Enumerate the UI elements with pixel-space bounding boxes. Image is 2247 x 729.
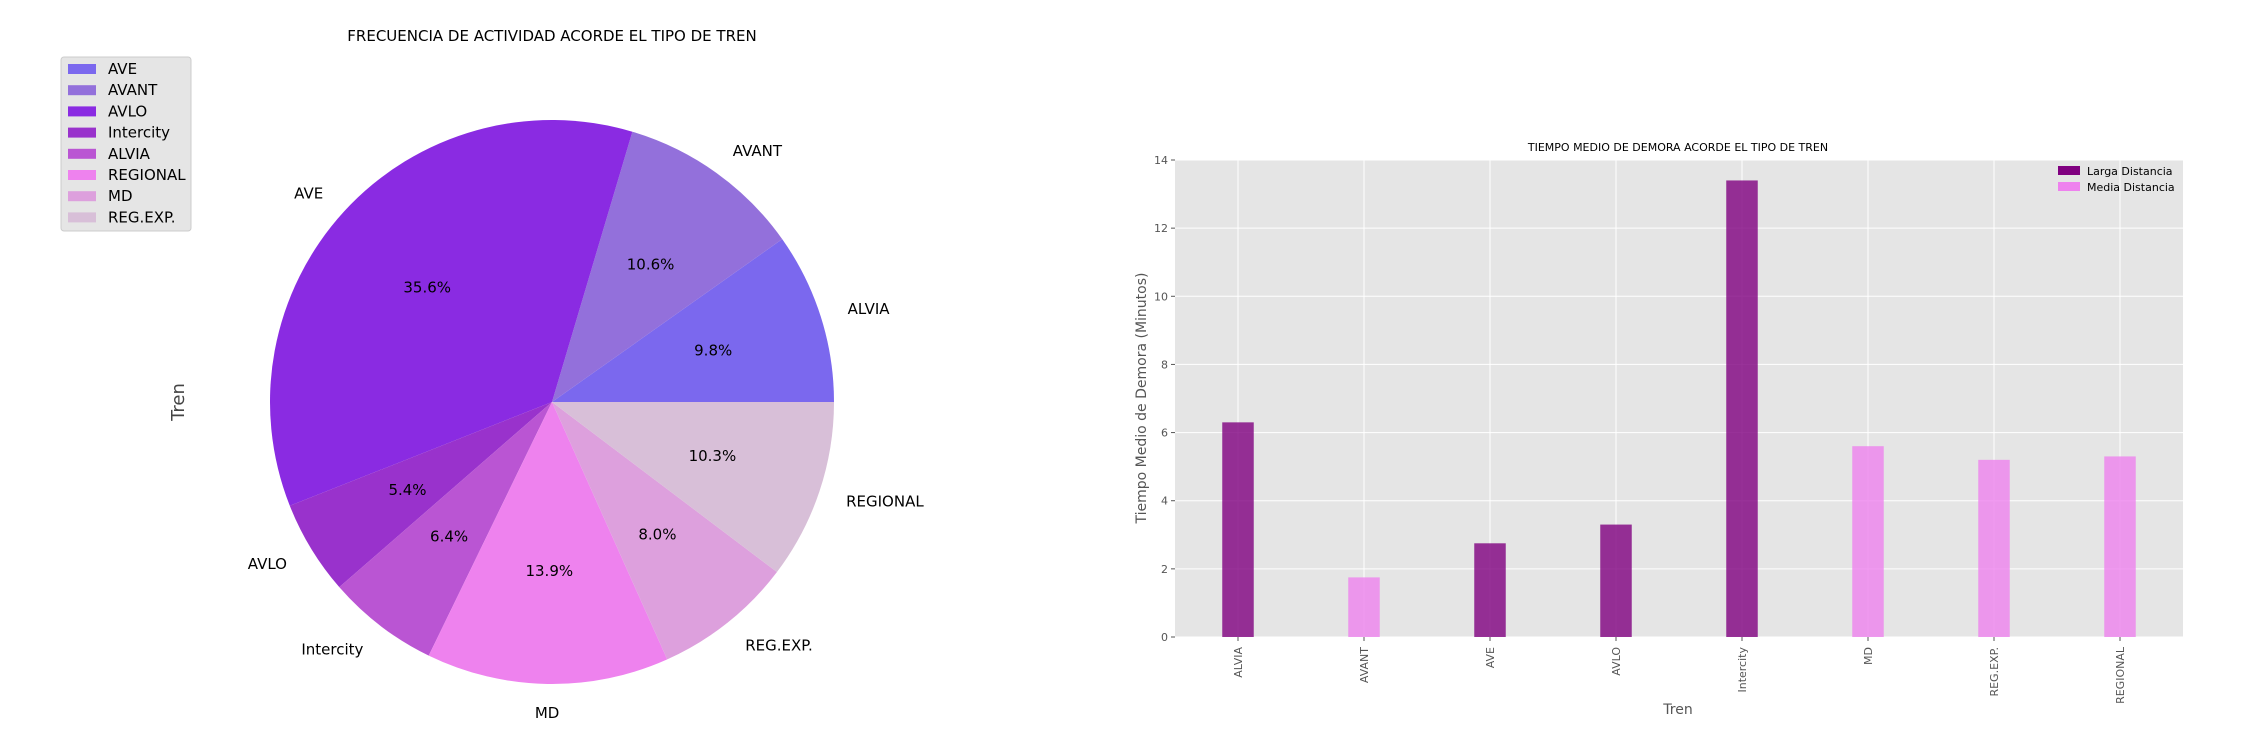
y-tick-label: 12 — [1154, 222, 1168, 235]
pie-ylabel: Tren — [168, 383, 189, 422]
y-tick-label: 14 — [1154, 154, 1168, 167]
bar-title: TIEMPO MEDIO DE DEMORA ACORDE EL TIPO DE… — [1527, 141, 1828, 154]
legend-swatch — [68, 106, 96, 117]
bar-yticks: 0 2 4 6 8 10 12 14 — [1154, 154, 1175, 644]
pie-pct-label: 9.8% — [694, 342, 732, 360]
pie-slice-ave — [269, 120, 633, 506]
pie-labels: ALVIA 9.8% AVANT 10.6% AVE 35.6% AVLO 5.4% Inter… — [248, 142, 925, 722]
bar-avlo — [1600, 524, 1632, 637]
legend-swatch — [2058, 182, 2080, 191]
y-tick-label: 4 — [1161, 495, 1168, 508]
legend-label: Intercity — [108, 124, 170, 142]
legend-label: AVE — [108, 60, 137, 78]
bar-regional — [2104, 456, 2136, 637]
bar-xticks: ALVIA AVANT AVE AVLO Intercity MD REG.EXP. REGI… — [1232, 637, 2127, 704]
bar-legend: Larga Distancia Media Distancia — [2058, 165, 2175, 194]
pie-slice-md — [428, 402, 668, 685]
bar-avant — [1348, 577, 1380, 637]
pie-slices — [269, 120, 834, 685]
pie-chart: FRECUENCIA DE ACTIVIDAD ACORDE EL TIPO D… — [60, 27, 925, 722]
legend-frame — [60, 56, 192, 232]
legend-swatch — [68, 191, 96, 202]
legend-swatch — [68, 64, 96, 74]
pie-title: FRECUENCIA DE ACTIVIDAD ACORDE EL TIPO D… — [347, 27, 756, 45]
pie-label: AVLO — [248, 555, 287, 573]
x-tick-label: Intercity — [1736, 647, 1749, 693]
pie-label: MD — [535, 704, 560, 722]
pie-pct-label: 35.6% — [403, 279, 451, 297]
legend-label: ALVIA — [108, 145, 151, 163]
pie-pct-label: 8.0% — [638, 525, 676, 543]
y-tick-label: 10 — [1154, 290, 1168, 303]
pie-slice-regional — [552, 402, 834, 573]
pie-pct-label: 10.3% — [689, 447, 737, 465]
pie-pct-label: 5.4% — [388, 481, 426, 499]
x-tick-label: REG.EXP. — [1988, 647, 2001, 697]
pie-label: REGIONAL — [846, 493, 924, 511]
pie-slice-intercity — [339, 402, 552, 656]
x-tick-label: AVANT — [1358, 647, 1371, 683]
bar-ylabel: Tiempo Medio de Demora (Minutos) — [1134, 273, 1150, 525]
pie-pct-label: 6.4% — [430, 527, 468, 545]
pie-label: AVE — [294, 185, 323, 203]
pie-slice-avlo — [289, 402, 552, 588]
legend-label: AVLO — [108, 102, 147, 120]
plot-area — [1175, 160, 2183, 637]
pie-legend: AVE AVANT AVLO Intercity ALVIA REGIONAL MD REG.… — [60, 56, 192, 232]
bar-intercity — [1726, 180, 1758, 637]
legend-swatch — [68, 170, 96, 180]
bar-alvia — [1222, 422, 1254, 637]
pie-slice-avant — [552, 131, 783, 402]
x-tick-label: AVLO — [1610, 647, 1623, 676]
x-tick-label: MD — [1862, 647, 1875, 665]
legend-label: MD — [108, 187, 133, 205]
legend-swatch — [68, 85, 96, 96]
x-tick-label: REGIONAL — [2114, 646, 2127, 704]
bar-md — [1852, 446, 1884, 637]
pie-slice-alvia — [552, 239, 834, 402]
x-tick-label: ALVIA — [1232, 647, 1245, 678]
y-tick-label: 6 — [1161, 427, 1168, 440]
pie-pct-label: 13.9% — [525, 562, 573, 580]
legend-label: AVANT — [108, 81, 158, 99]
y-tick-label: 0 — [1161, 631, 1168, 644]
pie-slice-reg-exp- — [552, 402, 777, 660]
legend-swatch — [68, 148, 96, 159]
pie-label: Intercity — [301, 640, 363, 658]
bar-reg-exp- — [1978, 459, 2010, 637]
pie-label: REG.EXP. — [745, 637, 813, 655]
bar-ave — [1474, 543, 1506, 637]
pie-pct-label: 10.6% — [627, 256, 675, 274]
pie-label: ALVIA — [848, 300, 891, 318]
legend-swatch — [68, 127, 96, 138]
bar-chart: TIEMPO MEDIO DE DEMORA ACORDE EL TIPO DE… — [1134, 141, 2183, 718]
y-tick-label: 2 — [1161, 563, 1168, 576]
legend-label: REGIONAL — [108, 166, 186, 184]
y-tick-label: 8 — [1161, 358, 1168, 371]
legend-swatch — [68, 212, 96, 223]
legend-label: Larga Distancia — [2087, 165, 2173, 178]
bar-xlabel: Tren — [1662, 702, 1692, 718]
x-tick-label: AVE — [1484, 647, 1497, 668]
legend-label: Media Distancia — [2087, 181, 2175, 194]
bar-bars — [1222, 180, 2136, 637]
legend-swatch — [2058, 166, 2080, 175]
legend-label: REG.EXP. — [108, 208, 176, 226]
pie-label: AVANT — [733, 142, 783, 160]
